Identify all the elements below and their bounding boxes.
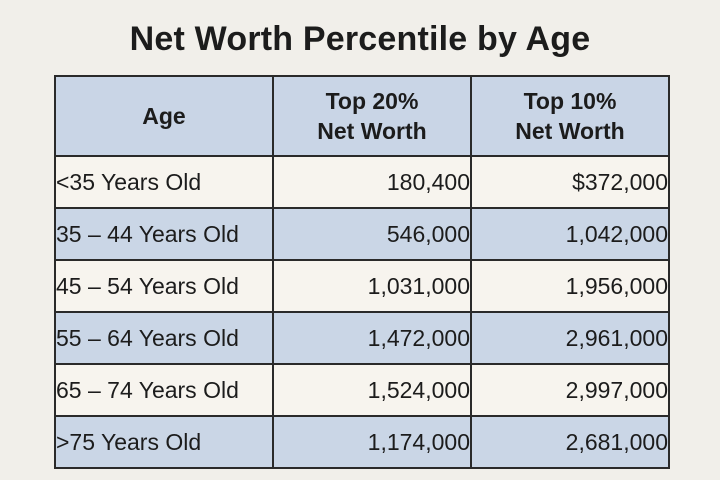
table-row: >75 Years Old 1,174,000 2,681,000 [54, 415, 670, 469]
column-header-top20-line1: Top 20% [325, 88, 419, 114]
top10-cell: 2,681,000 [470, 415, 670, 469]
table-row: <35 Years Old 180,400 $372,000 [54, 155, 670, 209]
net-worth-table: Age Top 20% Net Worth Top 10% Net Worth … [54, 75, 670, 469]
table-row: 35 – 44 Years Old 546,000 1,042,000 [54, 207, 670, 261]
top20-cell: 180,400 [272, 155, 472, 209]
column-header-age: Age [54, 75, 274, 157]
age-cell: >75 Years Old [54, 415, 274, 469]
top20-cell: 1,031,000 [272, 259, 472, 313]
column-header-top20-line2: Net Worth [317, 118, 427, 144]
column-header-top10: Top 10% Net Worth [470, 75, 670, 157]
age-cell: 45 – 54 Years Old [54, 259, 274, 313]
top20-cell: 546,000 [272, 207, 472, 261]
column-header-top10-line2: Net Worth [515, 118, 625, 144]
top10-cell: 1,042,000 [470, 207, 670, 261]
chart-title: Net Worth Percentile by Age [129, 20, 591, 58]
top20-cell: 1,524,000 [272, 363, 472, 417]
table-row: 65 – 74 Years Old 1,524,000 2,997,000 [54, 363, 670, 417]
top20-cell: 1,174,000 [272, 415, 472, 469]
top20-cell: 1,472,000 [272, 311, 472, 365]
table-row: 55 – 64 Years Old 1,472,000 2,961,000 [54, 311, 670, 365]
top10-cell: 2,997,000 [470, 363, 670, 417]
age-cell: 35 – 44 Years Old [54, 207, 274, 261]
column-header-top20: Top 20% Net Worth [272, 75, 472, 157]
age-cell: 65 – 74 Years Old [54, 363, 274, 417]
table-row: 45 – 54 Years Old 1,031,000 1,956,000 [54, 259, 670, 313]
top10-cell: 1,956,000 [470, 259, 670, 313]
top10-cell: 2,961,000 [470, 311, 670, 365]
column-header-age-text: Age [142, 103, 186, 129]
header-row: Age Top 20% Net Worth Top 10% Net Worth [54, 75, 670, 157]
age-cell: <35 Years Old [54, 155, 274, 209]
age-cell: 55 – 64 Years Old [54, 311, 274, 365]
top10-cell: $372,000 [470, 155, 670, 209]
column-header-top10-line1: Top 10% [523, 88, 617, 114]
